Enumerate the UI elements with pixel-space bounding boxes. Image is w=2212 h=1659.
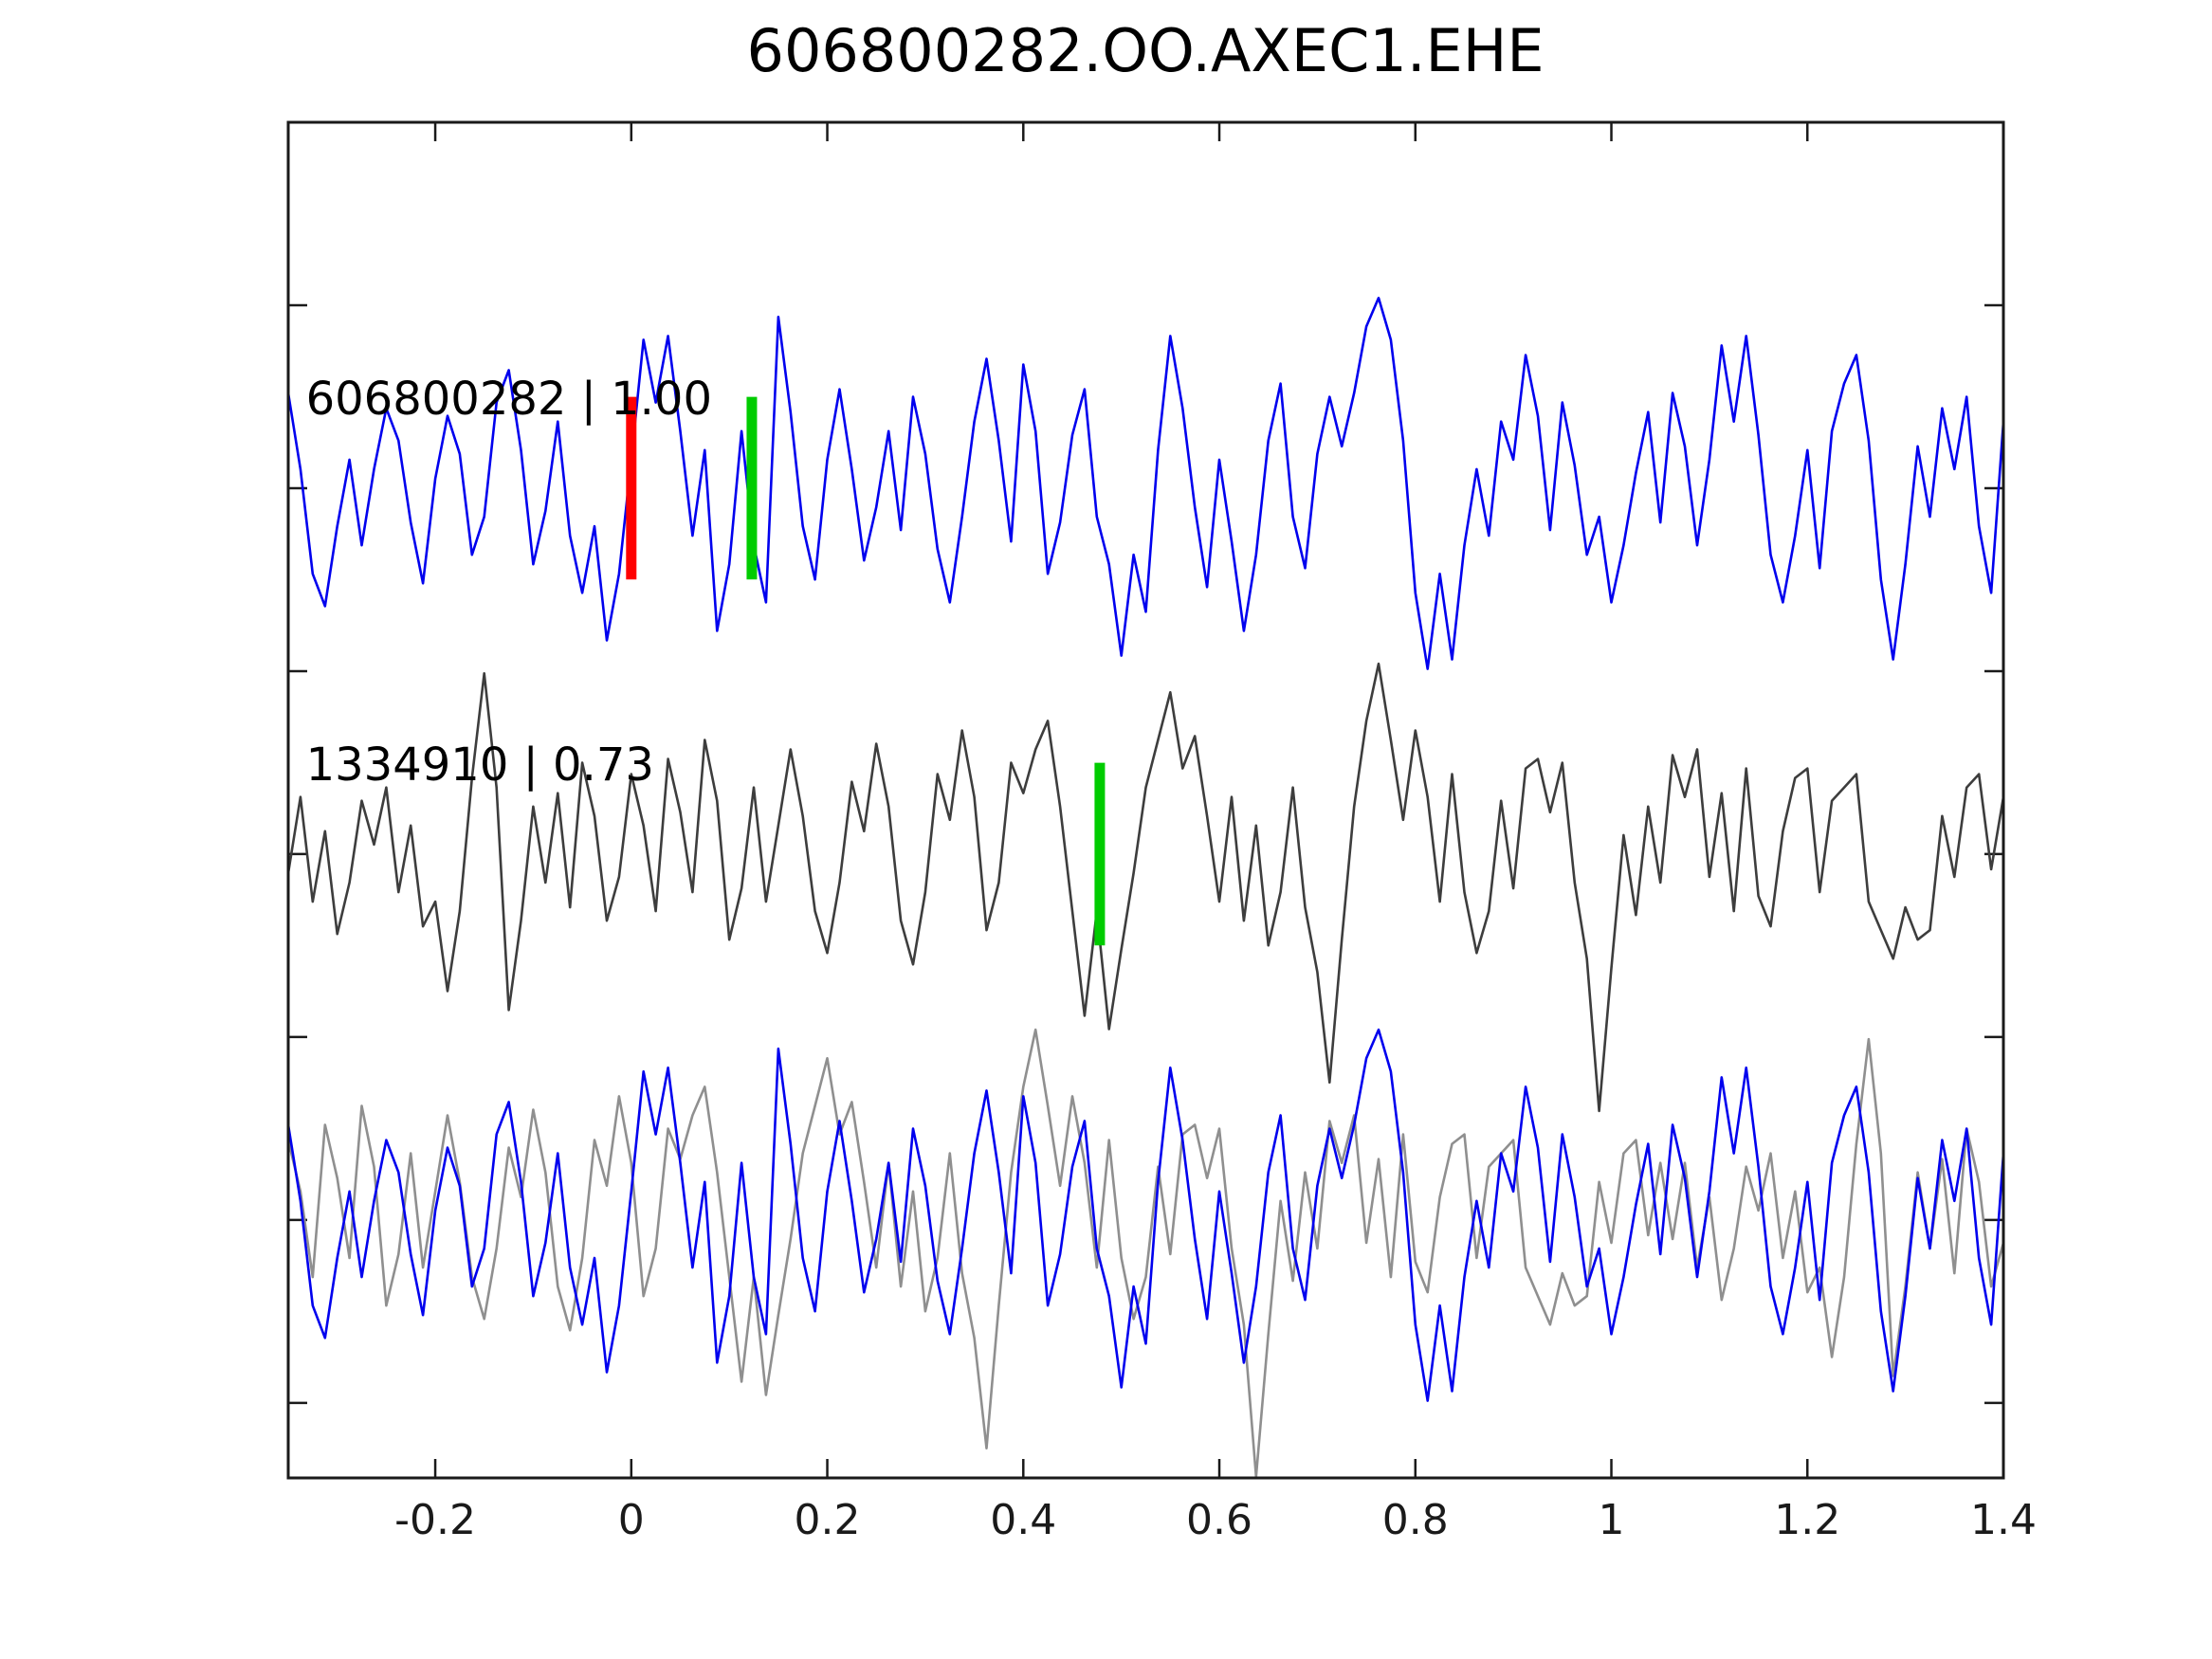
x-axis-tick-labels: -0.2 0 0.2 0.4 0.6 0.8 1 1.2 1.4: [394, 1496, 2037, 1544]
x-tick-label: -0.2: [394, 1496, 476, 1544]
x-tick-label: 0.2: [795, 1496, 861, 1544]
x-tick-label: 0.6: [1186, 1496, 1252, 1544]
overlay-blue-line: [288, 1028, 2003, 1402]
plot-border: [286, 120, 2005, 1480]
x-tick-label: 0.4: [990, 1496, 1056, 1544]
template-trace-line: [288, 662, 2003, 1113]
chart-title: 606800282.OO.AXEC1.EHE: [747, 16, 1545, 85]
detection-trace-line: [288, 296, 2003, 670]
x-tick-label: 1: [1599, 1496, 1625, 1544]
pick-markers: [626, 396, 1106, 946]
trace-lines: [288, 296, 2003, 1478]
x-tick-label: 0: [618, 1496, 645, 1544]
overlay-gray-line: [288, 1028, 2003, 1478]
x-tick-label: 1.4: [1970, 1496, 2037, 1544]
x-tick-label: 1.2: [1774, 1496, 1840, 1544]
x-tick-label: 0.8: [1382, 1496, 1449, 1544]
detection-trace-label: 606800282 | 1.00: [306, 373, 712, 426]
template-trace-label: 1334910 | 0.73: [306, 738, 654, 792]
